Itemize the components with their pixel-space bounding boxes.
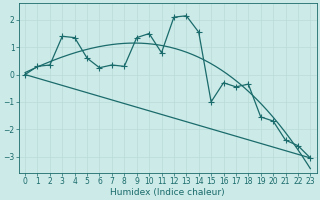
- X-axis label: Humidex (Indice chaleur): Humidex (Indice chaleur): [110, 188, 225, 197]
